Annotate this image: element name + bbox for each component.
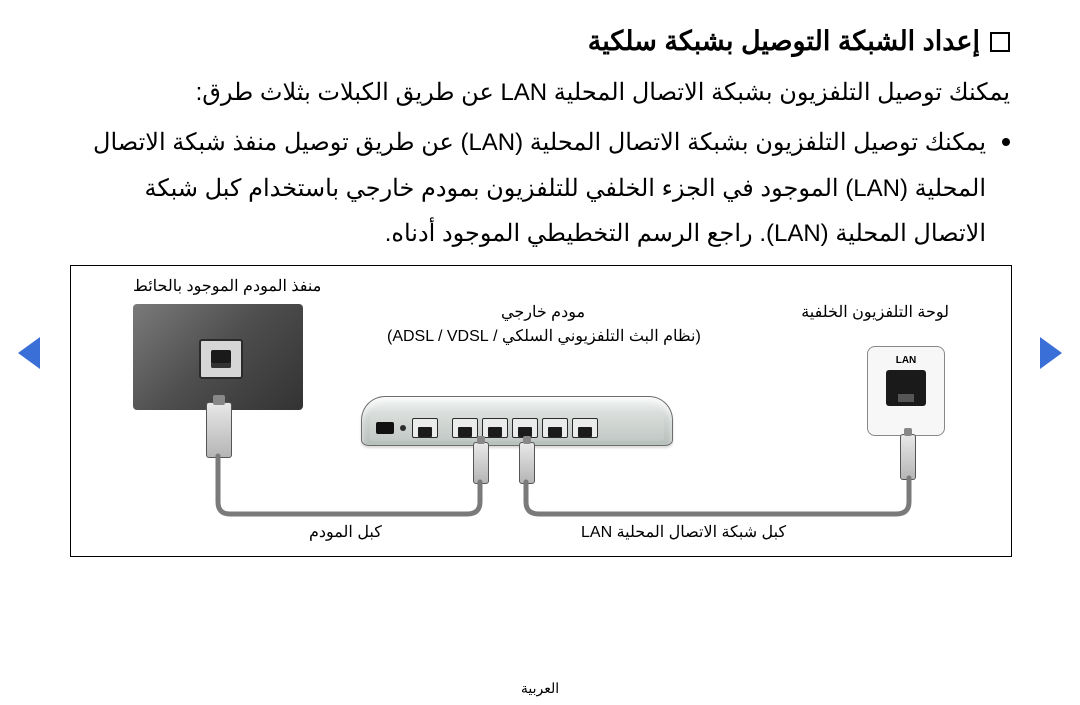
- modem-port: [412, 418, 438, 438]
- lan-cable-label: كبل شبكة الاتصال المحلية LAN: [581, 522, 786, 542]
- modem-port: [572, 418, 598, 438]
- bullet-1-text: يمكنك توصيل التلفزيون بشبكة الاتصال المح…: [70, 120, 986, 257]
- prev-page-arrow-icon[interactable]: [18, 337, 40, 369]
- modem-port: [452, 418, 478, 438]
- wall-port-label: منفذ المودم الموجود بالحائط: [133, 276, 321, 296]
- tv-lan-port: [886, 370, 926, 406]
- next-page-arrow-icon[interactable]: [1040, 337, 1062, 369]
- tv-back-panel: LAN: [867, 346, 945, 436]
- external-modem: [361, 396, 673, 446]
- modem-port: [482, 418, 508, 438]
- rj-plug-modem-in: [473, 442, 489, 484]
- modem-led: [400, 425, 406, 431]
- wiring-diagram: منفذ المودم الموجود بالحائط مودم خارجي (…: [70, 265, 1012, 557]
- external-modem-sublabel: (نظام البث التلفزيوني السلكي / ADSL / VD…: [387, 326, 701, 346]
- modem-power-switch: [376, 422, 394, 434]
- section-marker: [990, 32, 1010, 52]
- external-modem-label: مودم خارجي: [501, 302, 585, 322]
- rj-connector-wall: [206, 402, 232, 458]
- modem-port: [512, 418, 538, 438]
- modem-port: [542, 418, 568, 438]
- modem-cable-label: كبل المودم: [309, 522, 382, 542]
- tv-back-panel-label: لوحة التلفزيون الخلفية: [801, 302, 949, 322]
- rj-plug-tv: [900, 434, 916, 480]
- section-title: إعداد الشبكة التوصيل بشبكة سلكية: [588, 26, 980, 57]
- wall-modem-port: [199, 339, 243, 379]
- rj-plug-modem-out: [519, 442, 535, 484]
- page-footer-language: العربية: [0, 680, 1080, 697]
- intro-paragraph: يمكنك توصيل التلفزيون بشبكة الاتصال المح…: [70, 71, 1010, 114]
- tv-lan-port-label: LAN: [896, 355, 917, 366]
- bullet-icon: [1002, 138, 1010, 146]
